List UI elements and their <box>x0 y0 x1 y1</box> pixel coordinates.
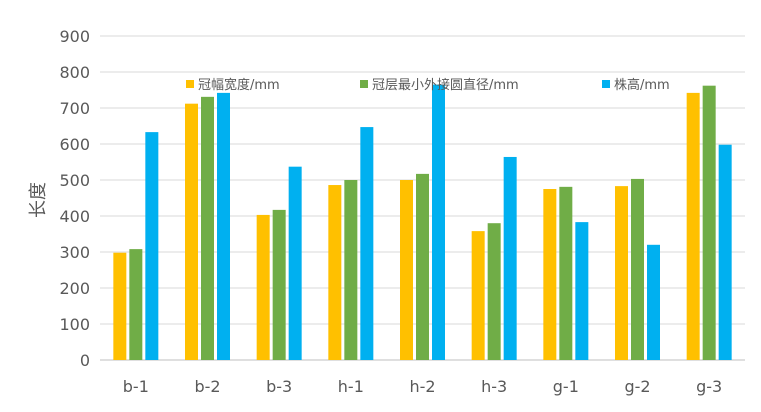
x-tick-label: g-3 <box>696 377 722 396</box>
bar-3 <box>288 166 302 360</box>
bar-3 <box>217 92 230 360</box>
bar-1 <box>543 189 557 360</box>
bar-1 <box>686 92 700 360</box>
legend-label: 冠层最小外接圆直径/mm <box>372 77 519 93</box>
bar-3 <box>432 84 445 360</box>
legend-swatch <box>602 80 610 88</box>
y-tick-label: 600 <box>59 135 90 154</box>
y-axis-label: 长度 <box>28 182 49 218</box>
bar-2 <box>487 223 501 360</box>
x-tick-label: h-3 <box>481 377 507 396</box>
x-tick-label: b-2 <box>194 377 220 396</box>
bar-1 <box>256 214 270 360</box>
y-tick-label: 900 <box>59 27 90 46</box>
y-tick-label: 100 <box>59 315 90 334</box>
y-tick-label: 0 <box>80 351 90 370</box>
bar-3 <box>718 144 732 360</box>
bar-2 <box>416 173 429 360</box>
y-tick-label: 400 <box>59 207 90 226</box>
bar-1 <box>615 186 628 360</box>
bar-2 <box>344 180 358 360</box>
bar-3 <box>145 132 159 360</box>
bar-1 <box>113 252 127 360</box>
legend-label: 株高/mm <box>614 77 670 93</box>
legend-swatch <box>360 80 368 88</box>
y-tick-label: 200 <box>59 279 90 298</box>
bar-2 <box>129 249 143 360</box>
y-tick-label: 500 <box>59 171 90 190</box>
legend-swatch <box>186 80 194 88</box>
bar-3 <box>575 222 589 360</box>
x-tick-label: h-2 <box>409 377 435 396</box>
bar-1 <box>328 185 342 360</box>
x-tick-label: h-1 <box>338 377 364 396</box>
x-tick-label: g-1 <box>553 377 579 396</box>
bar-2 <box>272 209 286 360</box>
bar-2 <box>559 186 573 360</box>
bar-2 <box>702 85 716 361</box>
y-tick-label: 800 <box>59 63 90 82</box>
bar-2 <box>631 178 644 360</box>
bar-3 <box>647 244 660 360</box>
y-tick-label: 300 <box>59 243 90 262</box>
bar-1 <box>400 180 413 360</box>
bar-3 <box>503 156 517 360</box>
y-tick-label: 700 <box>59 99 90 118</box>
bar-2 <box>201 96 214 360</box>
x-tick-label: b-1 <box>123 377 149 396</box>
legend-label: 冠幅宽度/mm <box>198 77 280 93</box>
x-tick-label: b-3 <box>266 377 292 396</box>
bar-3 <box>360 127 374 360</box>
bar-1 <box>471 231 485 360</box>
bar-1 <box>185 103 198 361</box>
x-tick-label: g-2 <box>624 377 650 396</box>
